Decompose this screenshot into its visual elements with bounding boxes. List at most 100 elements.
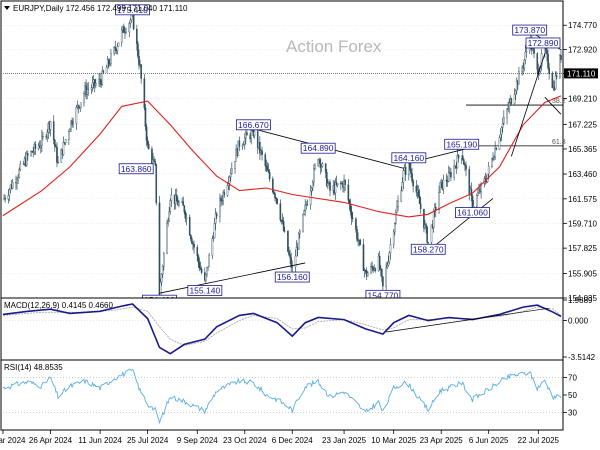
- time-tick-label: 6 Dec 2024: [272, 436, 313, 445]
- price-label: 161.060: [457, 208, 488, 218]
- candle-body: [46, 131, 49, 138]
- candle-body: [68, 131, 70, 140]
- candle-body: [183, 205, 186, 213]
- candle-body: [90, 87, 93, 90]
- candle-body: [256, 131, 259, 148]
- candle-body: [283, 230, 286, 232]
- candle-body: [7, 195, 10, 200]
- candle-body: [325, 171, 328, 187]
- candle-body: [196, 247, 199, 257]
- candle-body: [477, 192, 479, 196]
- macd-title: MACD(12,26,9) 0.4145 0.4660: [4, 301, 114, 310]
- candle-body: [27, 153, 29, 156]
- candle-body: [57, 161, 59, 163]
- candle-body: [163, 253, 165, 267]
- candle-body: [39, 145, 42, 148]
- candle-body: [242, 144, 245, 146]
- candle-body: [382, 276, 384, 287]
- candle-body: [350, 211, 353, 219]
- rsi-tick-label: 50: [568, 391, 577, 400]
- candle-body: [499, 134, 502, 138]
- candle-body: [138, 56, 140, 66]
- fib-level-label: 38.2: [552, 98, 566, 105]
- candle-body: [551, 73, 554, 89]
- candle-body: [295, 247, 298, 257]
- candle-body: [560, 55, 562, 60]
- candle-body: [234, 161, 236, 169]
- candle-body: [223, 192, 226, 196]
- candle-body: [379, 268, 382, 270]
- candle-body: [297, 233, 300, 250]
- candle-body: [320, 166, 323, 168]
- candle-body: [17, 177, 19, 181]
- candle-body: [8, 189, 11, 196]
- candle-body: [192, 243, 194, 245]
- candle-body: [559, 55, 561, 78]
- candle-body: [193, 244, 195, 248]
- candle-body: [324, 163, 327, 173]
- candle-body: [268, 171, 271, 180]
- candle-body: [266, 166, 269, 171]
- price-label-box: [274, 271, 310, 283]
- candle-body: [501, 123, 504, 128]
- candle-body: [450, 172, 452, 178]
- macd-trendline: [386, 307, 550, 333]
- candle-body: [166, 222, 168, 254]
- price-label: 164.160: [393, 153, 424, 163]
- candle-body: [417, 190, 420, 197]
- price-label-box: [410, 243, 446, 255]
- candle-body: [212, 237, 215, 239]
- candle-body: [533, 48, 535, 54]
- current-price-label: 171.110: [567, 69, 596, 78]
- price-tick-label: 165.365: [568, 145, 597, 154]
- candle-body: [52, 121, 55, 141]
- time-tick-label: 13 Mar 2024: [0, 436, 26, 445]
- candle-body: [146, 140, 149, 145]
- candle-body: [197, 255, 200, 263]
- candle-body: [367, 272, 369, 277]
- candle-body: [393, 223, 396, 233]
- candle-body: [87, 88, 90, 90]
- price-label: 173.870: [514, 25, 545, 35]
- candle-body: [275, 197, 277, 199]
- menu-triangle-icon[interactable]: [4, 6, 10, 10]
- macd-tick-label: 1.9889: [568, 296, 593, 305]
- price-trendline: [159, 262, 306, 294]
- price-trendline: [510, 53, 546, 157]
- candle-body: [371, 265, 373, 268]
- candle-body: [143, 78, 146, 109]
- price-label: 164.890: [303, 143, 334, 153]
- moving-average-line: [2, 95, 562, 218]
- candle-body: [310, 187, 313, 192]
- price-label-box: [118, 163, 154, 175]
- candle-body: [137, 43, 139, 57]
- candle-body: [457, 154, 460, 159]
- candle-body: [129, 19, 132, 24]
- candle-body: [518, 71, 520, 85]
- candle-body: [206, 267, 208, 275]
- candle-body: [351, 217, 354, 220]
- candle-body: [220, 198, 222, 202]
- candle-body: [145, 126, 148, 141]
- candle-body: [274, 193, 276, 198]
- candle-body: [525, 50, 528, 53]
- candle-body: [356, 229, 358, 240]
- candle-body: [304, 204, 307, 211]
- candle-body: [303, 210, 305, 215]
- macd-tick-label: -3.5142: [568, 353, 596, 362]
- candle-body: [199, 267, 202, 270]
- candle-body: [245, 132, 247, 139]
- candle-body: [95, 83, 97, 86]
- candle-body: [16, 179, 18, 183]
- candle-body: [70, 120, 72, 130]
- candle-body: [327, 183, 329, 187]
- candle-body: [214, 213, 217, 224]
- candle-body: [241, 144, 244, 147]
- price-label: 163.860: [121, 164, 152, 174]
- price-tick-label: 154.035: [568, 294, 597, 303]
- candle-body: [540, 53, 543, 67]
- candle-body: [302, 214, 304, 232]
- candle-body: [507, 108, 509, 110]
- macd-main-line: [2, 303, 562, 355]
- candle-body: [463, 159, 465, 165]
